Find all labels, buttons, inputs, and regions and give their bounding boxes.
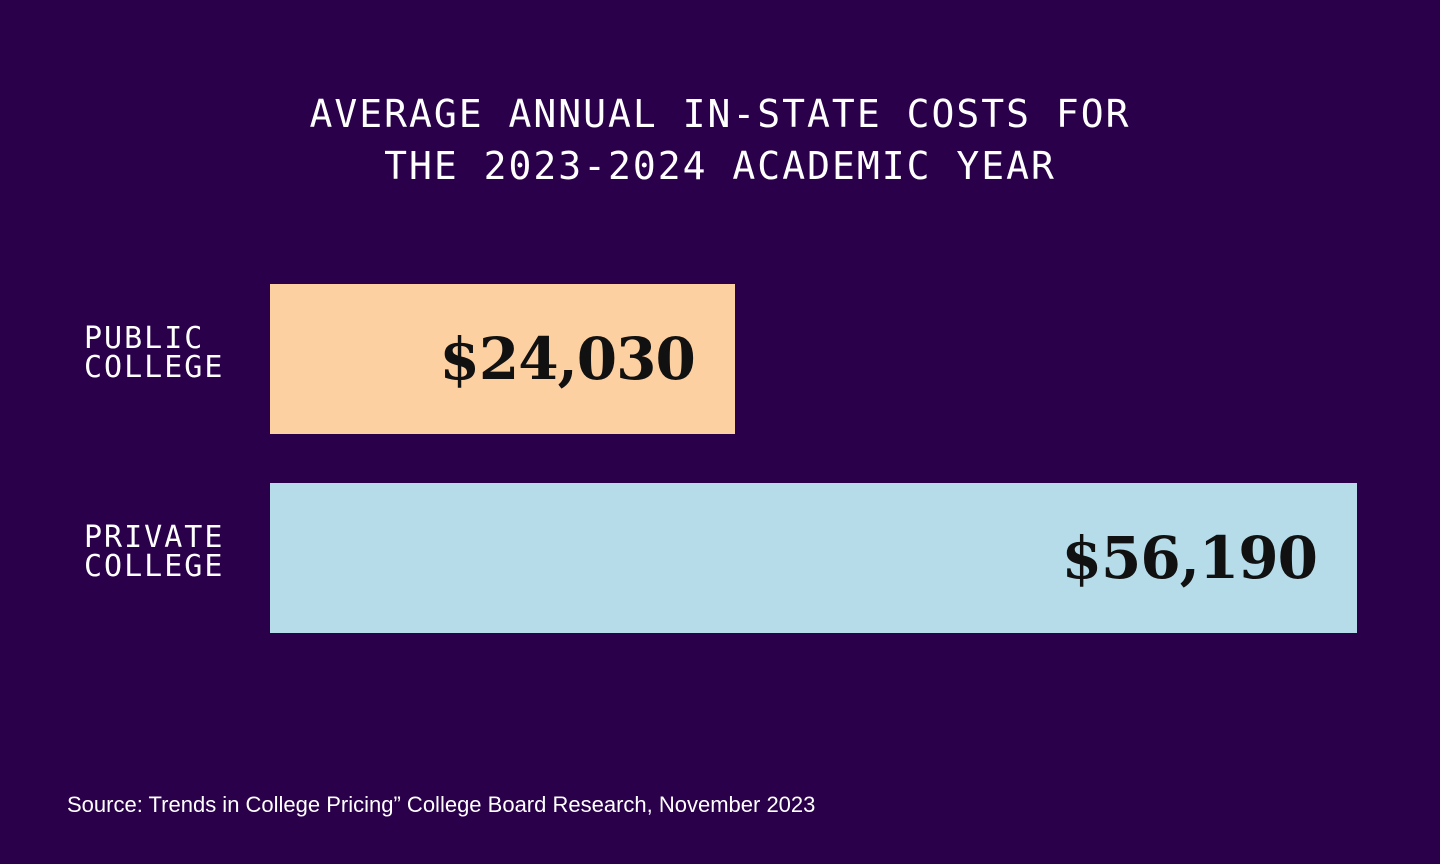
category-label-private: PRIVATE COLLEGE: [84, 520, 225, 584]
chart-title: AVERAGE ANNUAL IN-STATE COSTS FOR THE 20…: [0, 88, 1440, 192]
category-label-line: PUBLIC: [84, 321, 205, 356]
source-note: Source: Trends in College Pricing” Colle…: [67, 792, 816, 817]
category-label-public: PUBLIC COLLEGE: [84, 321, 225, 385]
bar-private-college: $56,190: [270, 483, 1357, 633]
category-label-line: PRIVATE: [84, 520, 225, 555]
data-label-private: $56,190: [1061, 524, 1318, 592]
bar-public-college: $24,030: [270, 284, 735, 434]
category-label-line: COLLEGE: [84, 350, 225, 385]
chart-title-line-1: AVERAGE ANNUAL IN-STATE COSTS FOR: [309, 92, 1131, 136]
data-label-public: $24,030: [439, 325, 696, 393]
category-label-line: COLLEGE: [84, 549, 225, 584]
chart-title-line-2: THE 2023-2024 ACADEMIC YEAR: [384, 144, 1056, 188]
